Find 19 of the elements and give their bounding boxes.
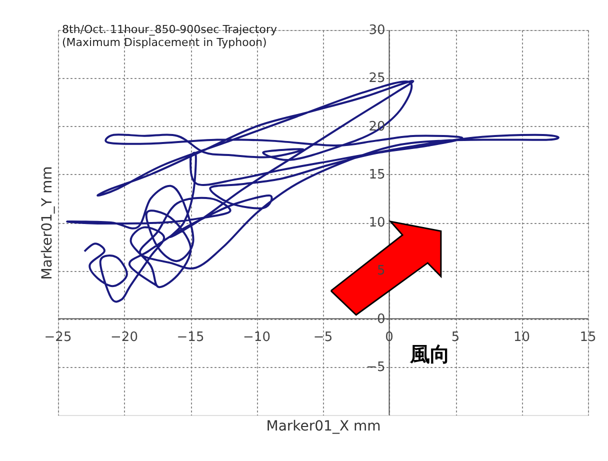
y-tick-label: 30 (368, 23, 386, 38)
annotation: 風向 (409, 342, 450, 366)
text: 8th/Oct. 11hour_850-900sec Trajectory (62, 23, 278, 36)
x-tick-label: −25 (44, 330, 72, 345)
y-axis-title: Marker01_Y mm (40, 166, 56, 280)
x-tick-label: 15 (580, 330, 596, 345)
text: (Maximum Displacement in Typhoon) (62, 36, 267, 49)
x-tick-label: −20 (110, 330, 138, 345)
x-tick-label: 10 (513, 330, 530, 345)
y-tick-label: 15 (368, 167, 386, 182)
x-tick-label: −5 (313, 330, 333, 345)
y-tick-label: 5 (376, 264, 386, 279)
y-tick-label: 25 (368, 71, 386, 86)
x-tick-label: −15 (176, 330, 204, 345)
y-tick-label: −5 (366, 360, 386, 375)
x-tick-label: −10 (243, 330, 270, 345)
x-axis-title: Marker01_X mm (266, 418, 381, 434)
y-tick-label: 10 (368, 216, 386, 230)
x-tick-label: 5 (451, 330, 460, 345)
